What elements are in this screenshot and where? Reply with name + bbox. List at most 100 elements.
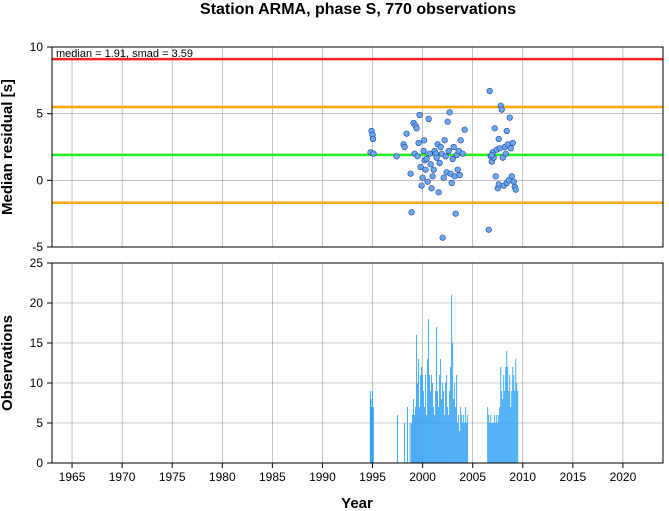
observation-bar (507, 367, 509, 463)
scatter-point (407, 170, 414, 177)
scatter-point (485, 226, 492, 233)
observation-bar (504, 391, 506, 463)
bottom-y-ticks: 0 5 10 15 20 25 (30, 256, 52, 470)
scatter-point (435, 189, 442, 196)
y-tick-label: 10 (30, 376, 44, 390)
y-tick-label: 10 (30, 40, 44, 54)
observation-bar (454, 383, 456, 463)
scatter-point (416, 111, 423, 119)
observation-bar (450, 367, 452, 463)
scatter-point (436, 159, 443, 167)
scatter-point (459, 150, 466, 157)
bottom-grid (52, 262, 663, 464)
observation-bar (512, 367, 514, 463)
scatter-point (440, 174, 447, 181)
observation-bar (397, 415, 398, 463)
observation-bar (369, 391, 371, 463)
scatter-point (433, 154, 440, 161)
observation-bar (495, 423, 497, 463)
observation-bar (421, 367, 423, 463)
scatter-point (450, 143, 457, 151)
observation-bar (516, 383, 518, 463)
observation-bar (442, 383, 444, 463)
observation-bar (488, 415, 490, 463)
scatter-point (422, 166, 429, 173)
observation-bar (412, 415, 414, 463)
observation-bar (461, 415, 463, 463)
observation-bar (459, 431, 461, 463)
scatter-point (506, 114, 513, 121)
observation-bar (439, 375, 441, 463)
scatter-point (449, 155, 456, 163)
scatter-point (441, 137, 448, 144)
observation-bar (372, 407, 374, 463)
observation-bar (418, 359, 420, 463)
observation-bar (414, 415, 416, 463)
scatter-point (403, 130, 410, 137)
scatter-point (393, 153, 400, 160)
scatter-point (451, 173, 458, 180)
x-tick-label: 1995 (359, 470, 386, 484)
observation-bar (511, 391, 513, 463)
scatter-point (457, 137, 464, 144)
observation-bar (417, 383, 419, 463)
observation-bar (436, 327, 438, 463)
scatter-point (454, 166, 461, 173)
scatter-point (401, 143, 408, 151)
scatter-point (419, 174, 426, 181)
observation-bar (501, 391, 503, 463)
observation-bar (457, 423, 459, 463)
x-axis-label: Year (341, 495, 373, 511)
observation-bar (463, 415, 465, 463)
observation-bar (416, 335, 418, 463)
scatter-point (512, 186, 519, 193)
observation-bar (415, 407, 417, 463)
observation-bar (448, 415, 450, 463)
observation-bar (424, 407, 426, 463)
x-tick-label: 1990 (309, 470, 336, 484)
y-tick-label: 25 (30, 256, 44, 270)
observation-bar (503, 375, 505, 463)
scatter-point (495, 135, 502, 143)
observation-bar (404, 423, 406, 463)
scatter-point (425, 115, 432, 123)
observation-bar (498, 415, 500, 463)
scatter-point (428, 185, 435, 192)
observation-bar (422, 375, 424, 463)
observation-bar (460, 407, 462, 463)
top-panel: median = 1.91, smad = 3.59 -5 0 5 10 Median… (0, 40, 664, 254)
observation-bar (487, 407, 489, 463)
observation-bar (441, 399, 443, 463)
x-tick-label: 1985 (259, 470, 286, 484)
observation-bar (515, 359, 517, 463)
x-tick-label: 1980 (209, 470, 236, 484)
scatter-point (507, 145, 514, 152)
x-tick-label: 2000 (409, 470, 436, 484)
scatter-point (491, 125, 498, 132)
y-tick-label: 15 (30, 336, 44, 350)
bottom-panel: 0 5 10 15 20 25 1965 1970 1975 1980 1985 1990 1995 2… (0, 256, 664, 511)
scatter-point (430, 166, 437, 173)
observation-bar (419, 407, 421, 463)
x-tick-label: 2005 (459, 470, 486, 484)
x-tick-label: 2010 (509, 470, 536, 484)
scatter-point (413, 125, 420, 132)
observation-bar (505, 367, 507, 463)
observation-bar (444, 415, 446, 463)
y-tick-label: -5 (32, 240, 43, 254)
scatter-point (502, 150, 509, 157)
observation-bar (430, 391, 432, 463)
observation-bar (431, 375, 433, 463)
observation-bar (455, 407, 457, 463)
observation-bar (370, 399, 372, 463)
observation-bar (494, 415, 496, 463)
observation-bar (462, 423, 464, 463)
observation-bar (407, 407, 409, 463)
observation-bar (426, 415, 428, 463)
x-tick-label: 1965 (59, 470, 86, 484)
scatter-point (415, 139, 422, 147)
observation-bar (492, 423, 494, 463)
observation-bar (432, 383, 434, 463)
observation-bar (429, 375, 431, 463)
y-tick-label: 20 (30, 296, 44, 310)
